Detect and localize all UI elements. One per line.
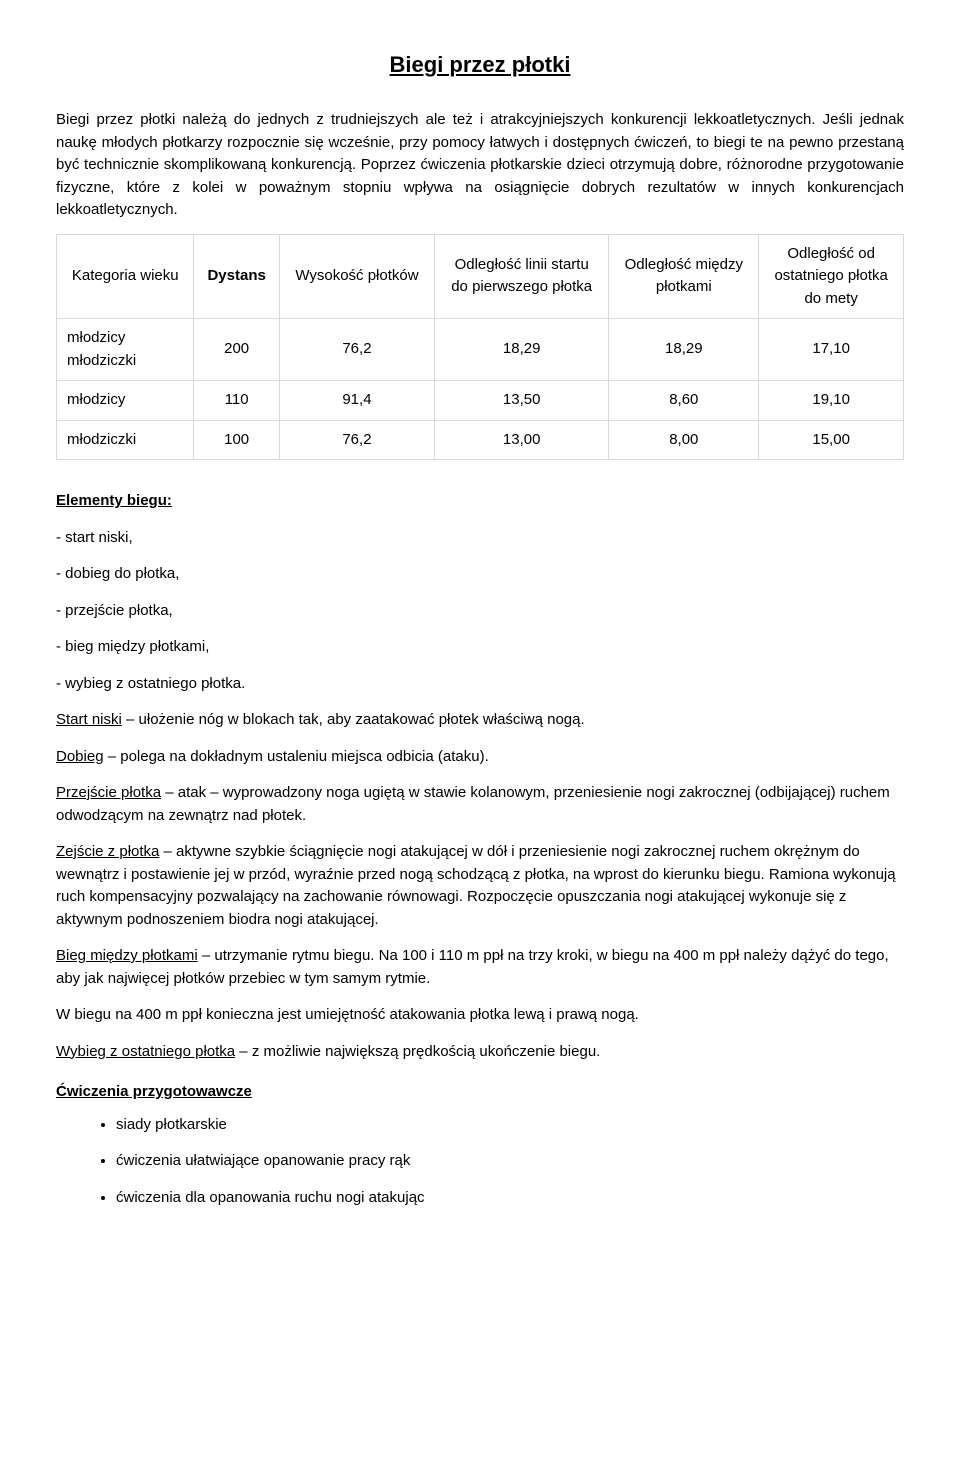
def-text: – aktywne szybkie ściągnięcie nogi ataku… (56, 843, 896, 928)
cell-d2: 8,00 (609, 420, 759, 460)
def-term: Przejście płotka (56, 784, 161, 801)
cell-d1: 18,29 (435, 319, 609, 381)
intro-paragraph: Biegi przez płotki należą do jednych z t… (56, 109, 904, 222)
def-start-niski: Start niski – ułożenie nóg w blokach tak… (56, 709, 904, 732)
def-text: – z możliwie największą prędkością ukońc… (235, 1043, 600, 1060)
def-term: Start niski (56, 711, 122, 728)
def-przejscie: Przejście płotka – atak – wyprowadzony n… (56, 782, 904, 827)
cell-distance: 100 (194, 420, 279, 460)
col-header-line: ostatniego płotka (769, 265, 893, 288)
col-header-line: do mety (769, 288, 893, 311)
element-item: - przejście płotka, (56, 600, 904, 623)
def-dobieg: Dobieg – polega na dokładnym ustaleniu m… (56, 746, 904, 769)
table-row: młodzicy 110 91,4 13,50 8,60 19,10 (57, 381, 904, 421)
cell-height: 91,4 (279, 381, 434, 421)
col-header-finish-dist: Odległość od ostatniego płotka do mety (759, 234, 904, 319)
cell-category: młodziczki (57, 420, 194, 460)
cell-distance: 110 (194, 381, 279, 421)
def-text: – ułożenie nóg w blokach tak, aby zaatak… (122, 711, 585, 728)
cell-line: młodziczki (67, 350, 183, 373)
cell-line: młodzicy (67, 327, 183, 350)
elements-heading: Elementy biegu: (56, 490, 904, 513)
col-header-line: Odległość od (769, 243, 893, 266)
def-term: Wybieg z ostatniego płotka (56, 1043, 235, 1060)
cell-d3: 17,10 (759, 319, 904, 381)
element-item: - start niski, (56, 527, 904, 550)
cell-d1: 13,00 (435, 420, 609, 460)
cell-category: młodzicy (57, 381, 194, 421)
exercises-list: siady płotkarskie ćwiczenia ułatwiające … (56, 1114, 904, 1210)
def-text: – atak – wyprowadzony noga ugiętą w staw… (56, 784, 890, 824)
element-item: - dobieg do płotka, (56, 563, 904, 586)
cell-category: młodzicy młodziczki (57, 319, 194, 381)
cell-d2: 18,29 (609, 319, 759, 381)
def-wybieg: Wybieg z ostatniego płotka – z możliwie … (56, 1041, 904, 1064)
cell-d3: 19,10 (759, 381, 904, 421)
def-zejscie: Zejście z płotka – aktywne szybkie ściąg… (56, 841, 904, 931)
list-item: ćwiczenia ułatwiające opanowanie pracy r… (116, 1150, 904, 1173)
col-header-line: do pierwszego płotka (445, 276, 598, 299)
def-term: Bieg między płotkami (56, 947, 198, 964)
table-header-row: Kategoria wieku Dystans Wysokość płotków… (57, 234, 904, 319)
col-header-line: Odległość linii startu (445, 254, 598, 277)
cell-height: 76,2 (279, 319, 434, 381)
cell-d2: 8,60 (609, 381, 759, 421)
col-header-start-dist: Odległość linii startu do pierwszego pło… (435, 234, 609, 319)
cell-height: 76,2 (279, 420, 434, 460)
exercises-heading: Ćwiczenia przygotowawcze (56, 1081, 904, 1104)
cell-d3: 15,00 (759, 420, 904, 460)
cell-d1: 13,50 (435, 381, 609, 421)
page-title: Biegi przez płotki (56, 48, 904, 81)
table-row: młodzicy młodziczki 200 76,2 18,29 18,29… (57, 319, 904, 381)
note-400m: W biegu na 400 m ppł konieczna jest umie… (56, 1004, 904, 1027)
col-header-category: Kategoria wieku (57, 234, 194, 319)
element-item: - wybieg z ostatniego płotka. (56, 673, 904, 696)
def-term: Zejście z płotka (56, 843, 159, 860)
col-header-line: płotkami (619, 276, 748, 299)
col-header-distance: Dystans (194, 234, 279, 319)
table-row: młodziczki 100 76,2 13,00 8,00 15,00 (57, 420, 904, 460)
list-item: ćwiczenia dla opanowania ruchu nogi atak… (116, 1187, 904, 1210)
def-bieg-miedzy: Bieg między płotkami – utrzymanie rytmu … (56, 945, 904, 990)
element-item: - bieg między płotkami, (56, 636, 904, 659)
def-term: Dobieg (56, 748, 104, 765)
col-header-height: Wysokość płotków (279, 234, 434, 319)
list-item: siady płotkarskie (116, 1114, 904, 1137)
hurdles-table: Kategoria wieku Dystans Wysokość płotków… (56, 234, 904, 461)
cell-distance: 200 (194, 319, 279, 381)
col-header-line: Odległość między (619, 254, 748, 277)
def-text: – polega na dokładnym ustaleniu miejsca … (104, 748, 489, 765)
col-header-between: Odległość między płotkami (609, 234, 759, 319)
